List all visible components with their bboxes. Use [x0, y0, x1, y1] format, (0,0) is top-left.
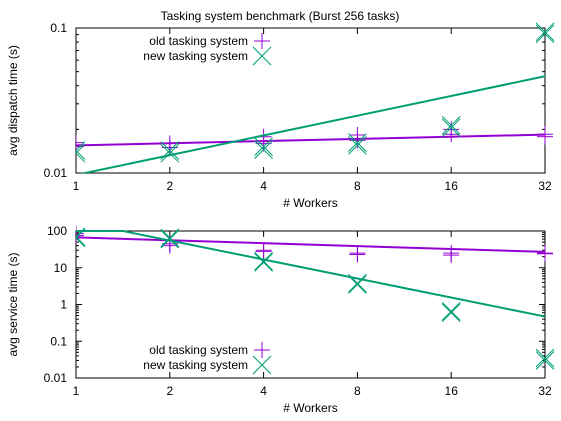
old-data-point: [537, 245, 553, 262]
new-data-point: [254, 253, 273, 272]
old-data-point: [255, 135, 272, 152]
new-data-point: [348, 275, 367, 294]
new-data-point: [76, 227, 86, 247]
new-data-point: [348, 133, 367, 152]
x-tick-label: 8: [354, 384, 361, 398]
data-area: [76, 22, 555, 173]
dispatch-time-panel: 1 2 4 8 16 32 0.01 0.1 # Workers avg dispatch tim…: [6, 21, 555, 210]
old-fit-line: [76, 236, 546, 253]
x-tick-label: 4: [260, 384, 267, 398]
legend-marker: [252, 355, 272, 375]
x-tick-label: 32: [538, 179, 552, 193]
legend-label: new tasking system: [143, 49, 248, 63]
old-data-point: [76, 225, 84, 242]
new-data-point: [535, 348, 555, 368]
y-axis-label: avg dispatch time (s): [6, 45, 20, 156]
x-tick-label: 1: [73, 384, 80, 398]
new-data-point: [254, 140, 273, 159]
data-area: [76, 225, 555, 370]
new-data-point: [160, 228, 180, 248]
y-tick-label: 1: [60, 298, 67, 312]
y-axis-label: avg service time (s): [6, 252, 20, 356]
old-data-point: [76, 138, 84, 155]
new-data-point: [535, 22, 555, 42]
x-tick-label: 16: [445, 179, 459, 193]
x-tick-label: 1: [73, 179, 80, 193]
new-data-point: [76, 228, 86, 248]
legend-label: old tasking system: [149, 34, 248, 48]
new-data-point: [348, 136, 367, 155]
legend-marker: [254, 342, 270, 358]
new-fit-line: [80, 75, 546, 173]
y-tick-label: 0.1: [50, 21, 67, 35]
x-axis-label: # Workers: [283, 401, 337, 415]
y-tick-label: 0.01: [44, 371, 68, 385]
new-fit-line: [76, 230, 546, 318]
legend-marker: [252, 46, 272, 66]
plot-frame: [75, 27, 546, 174]
old-data-point: [76, 134, 84, 151]
new-data-point: [76, 141, 86, 160]
old-data-point: [255, 243, 272, 260]
chart-title: Tasking system benchmark (Burst 256 task…: [161, 9, 400, 23]
y-tick-label: 0.1: [50, 334, 67, 348]
x-tick-label: 32: [538, 384, 552, 398]
new-data-point: [160, 229, 180, 249]
new-data-point: [441, 118, 461, 138]
new-data-point: [441, 116, 461, 135]
x-tick-label: 2: [166, 384, 173, 398]
new-data-point: [160, 143, 180, 163]
new-data-point: [254, 251, 273, 271]
old-data-point: [443, 247, 460, 264]
plot-frame: [75, 230, 546, 379]
new-data-point: [441, 303, 461, 323]
y-tick-label: 0.01: [44, 166, 68, 180]
y-tick-label: 10: [54, 261, 68, 275]
old-data-point: [76, 227, 84, 244]
x-tick-label: 16: [445, 384, 459, 398]
new-data-point: [76, 143, 86, 163]
new-data-point: [535, 351, 555, 370]
old-data-point: [537, 126, 553, 143]
new-data-point: [348, 273, 367, 293]
legend-label: old tasking system: [149, 343, 248, 357]
old-data-point: [349, 246, 366, 263]
x-tick-label: 8: [354, 179, 361, 193]
old-data-point: [443, 121, 460, 138]
x-axis-label: # Workers: [283, 196, 337, 210]
new-data-point: [254, 137, 273, 156]
legend-marker: [254, 33, 270, 49]
x-tick-label: 4: [260, 179, 267, 193]
old-fit-line: [76, 133, 546, 147]
x-tick-label: 2: [166, 179, 173, 193]
service-time-panel: 1 2 4 8 16 32 0.01 0.1 1 10 100 # Workers avg servic…: [6, 224, 555, 415]
new-data-point: [441, 302, 461, 321]
new-data-point: [160, 141, 180, 160]
new-data-point: [535, 24, 555, 44]
y-tick-label: 100: [47, 224, 67, 238]
legend-label: new tasking system: [143, 358, 248, 372]
